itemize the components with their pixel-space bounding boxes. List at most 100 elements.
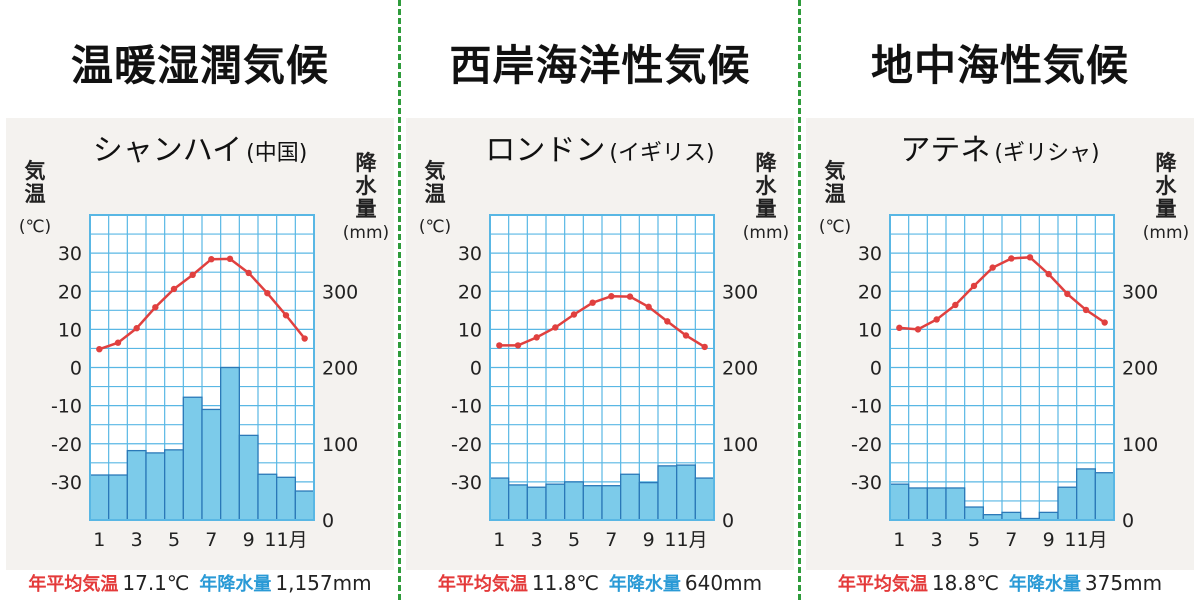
temperature-point: [701, 343, 708, 351]
precipitation-bar: [257, 473, 278, 521]
precip-tick-label: 0: [1122, 510, 1134, 532]
temperature-point: [1045, 270, 1052, 278]
precipitation-bar: [657, 465, 678, 521]
precipitation-bar: [294, 490, 315, 521]
temperature-point: [645, 303, 652, 311]
month-tick-label: 5: [168, 529, 180, 551]
precip-axis-label: 降: [1156, 151, 1178, 175]
temp-tick-label: 20: [858, 281, 882, 303]
month-tick-label: 3: [531, 529, 543, 551]
temp-tick-label: -30: [451, 472, 482, 494]
temperature-point: [589, 299, 596, 306]
climate-chart-london: ロンドン (イギリス)気温(℃)降水量(mm)3020100-10-20-3030…: [419, 133, 789, 551]
precip-axis-label: 量: [756, 197, 777, 221]
precipitation-bar: [220, 366, 240, 521]
city-name: ロンドン: [485, 133, 605, 168]
temp-tick-label: -10: [851, 396, 882, 418]
temp-tick-label: 0: [470, 358, 482, 380]
month-tick-label: 11月: [1064, 529, 1107, 551]
precipitation-bar: [545, 483, 566, 521]
temperature-point: [496, 342, 503, 349]
month-tick-label: 9: [643, 529, 655, 551]
temperature-point: [264, 289, 271, 297]
temperature-point: [1008, 255, 1015, 262]
temp-unit-label: (℃): [419, 217, 451, 237]
precipitation-bar: [182, 396, 203, 521]
precipitation-bar: [889, 483, 910, 521]
precipitation-bar: [620, 473, 640, 521]
month-tick-label: 9: [1043, 529, 1055, 551]
annual-temp-label: 年平均気温: [837, 574, 928, 595]
precip-axis-label: 降: [756, 151, 778, 175]
temperature-point: [96, 346, 103, 353]
precip-axis-label: 量: [1156, 197, 1177, 221]
annual-precip-value: 375mm: [1084, 571, 1163, 595]
precip-tick-label: 300: [1122, 281, 1158, 303]
temperature-line: [499, 294, 706, 348]
city-title: ロンドン (イギリス): [485, 133, 714, 168]
temperature-point: [1064, 290, 1071, 298]
month-tick-label: 3: [131, 529, 143, 551]
temperature-point: [170, 285, 178, 293]
temp-tick-label: -30: [51, 472, 82, 494]
city-country: (イギリス): [609, 141, 714, 166]
month-tick-label: 7: [205, 529, 217, 551]
climate-panel-london: 西岸海洋性気候 ロンドン (イギリス) 気温 (℃) 降水量 (mm) 30 20 10 0 -10…: [400, 0, 800, 600]
city-country: (中国): [246, 141, 307, 166]
annual-temp-value: 18.8℃: [931, 571, 999, 595]
month-tick-label: 5: [968, 529, 980, 551]
temp-tick-label: 30: [458, 243, 482, 265]
precip-axis-label: 水: [1156, 174, 1178, 198]
precipitation-bar: [564, 481, 584, 521]
month-tick-label: 7: [605, 529, 617, 551]
temp-tick-label: 0: [70, 358, 82, 380]
month-tick-label: 11月: [264, 529, 307, 551]
annual-precip-label: 年降水量: [1008, 574, 1081, 595]
temperature-point: [133, 325, 140, 332]
temperature-point: [608, 293, 615, 300]
temperature-point: [114, 339, 122, 346]
precipitation-bar: [126, 449, 147, 521]
annual-temp-value: 17.1℃: [122, 571, 190, 595]
precipitation-bar: [108, 474, 128, 521]
temperature-point: [914, 326, 922, 333]
temperature-point: [933, 316, 940, 323]
city-title: シャンハイ (中国): [93, 133, 308, 168]
temp-tick-label: 20: [458, 281, 482, 303]
precip-tick-label: 100: [322, 434, 358, 456]
climate-type-title: 地中海性気候: [870, 41, 1129, 90]
temperature-line: [98, 257, 306, 351]
precipitation-bar: [908, 487, 928, 521]
annual-precip-value: 640mm: [684, 571, 763, 595]
precipitation-bar: [489, 477, 510, 521]
precip-tick-label: 200: [1122, 358, 1158, 380]
climate-panel-shanghai: 温暖湿潤気候 シャンハイ (中国) 気温 (℃) 降水量 (mm) 30 20 10 0 -10 -2…: [0, 0, 400, 600]
climate-chart-athens: アテネ (ギリシャ)気温(℃)降水量(mm)3020100-10-20-30300…: [819, 133, 1189, 551]
city-country: (ギリシャ): [994, 141, 1099, 166]
temperature-point: [626, 293, 634, 300]
temp-axis-label: 温: [25, 182, 46, 206]
precipitation-bar: [238, 434, 259, 521]
precipitation-bar: [201, 408, 222, 521]
temperature-point: [226, 255, 234, 263]
climate-chart-shanghai: シャンハイ (中国)気温(℃)降水量(mm)3020100-10-20-30300…: [19, 133, 389, 551]
temp-tick-label: 10: [58, 319, 82, 341]
temp-tick-label: 10: [858, 319, 882, 341]
temp-tick-label: -10: [451, 396, 482, 418]
precipitation-bar: [1001, 511, 1022, 521]
temperature-point: [514, 342, 522, 349]
precipitation-bar: [1057, 486, 1078, 521]
month-tick-label: 1: [93, 529, 105, 551]
annual-summary: 年平均気温 11.8℃ 年降水量 640mm: [400, 570, 800, 596]
temperature-point: [570, 311, 578, 318]
month-tick-label: 5: [568, 529, 580, 551]
temp-axis-label: 温: [825, 182, 846, 206]
plot-frame: [89, 214, 315, 521]
temp-unit-label: (℃): [19, 217, 51, 237]
annual-temp-label: 年平均気温: [28, 574, 119, 595]
temperature-point: [301, 335, 308, 342]
temperature-point: [282, 312, 290, 319]
precip-axis-label: 水: [756, 174, 778, 198]
month-tick-label: 7: [1005, 529, 1017, 551]
annual-summary: 年平均気温 18.8℃ 年降水量 375mm: [800, 570, 1200, 596]
